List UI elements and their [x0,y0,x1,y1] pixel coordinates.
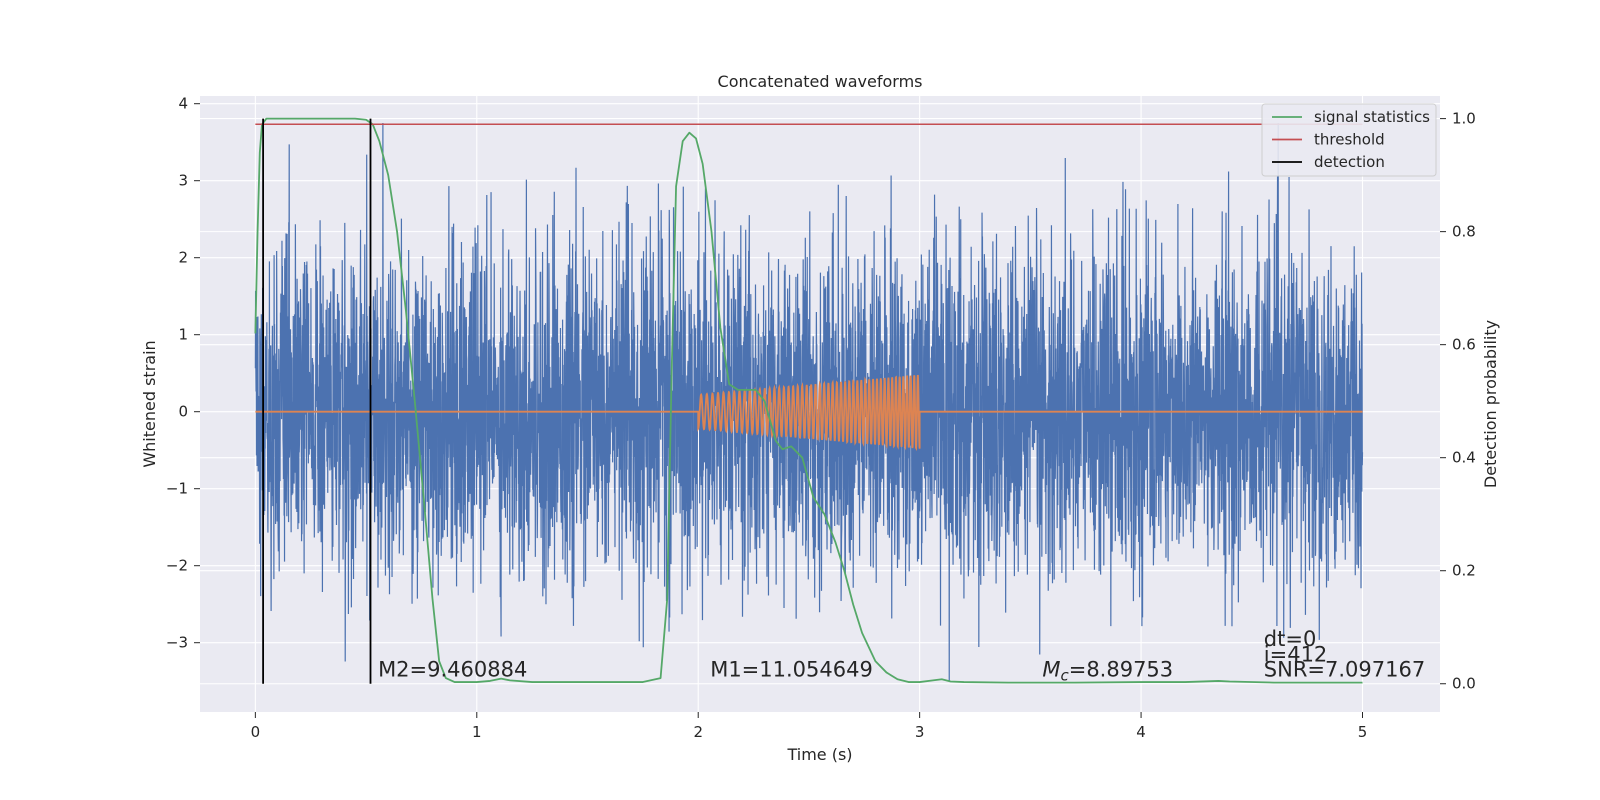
y-tick-label-left-7: 4 [178,95,188,113]
legend-label-1: threshold [1314,131,1385,149]
x-tick-label-3: 3 [915,723,925,741]
legend-box [1261,103,1437,177]
series-waveform [255,374,1363,452]
annotation-2: Mc=8.89753 [1042,658,1173,685]
x-axis-label: Time (s) [786,745,852,764]
annotation-4: i=412 [1264,642,1328,666]
y-tick-label-left-3: 0 [178,403,188,421]
legend-label-2: detection [1314,153,1385,171]
y-tick-label-right-4: 0.8 [1452,223,1476,241]
y-tick-label-right-0: 0.0 [1452,675,1476,693]
y-tick-label-left-5: 2 [178,249,188,267]
x-tick-label-1: 1 [472,723,482,741]
y-tick-label-left-2: −1 [166,480,188,498]
legend: signal statistics threshold detection [1261,103,1437,177]
y-tick-label-left-6: 3 [178,172,188,190]
annotation-5: SNR=7.097167 [1264,658,1425,682]
y-tick-label-right-2: 0.4 [1452,449,1476,467]
axes: 0 1 2 3 4 5 −3 −2 −1 0 1 2 3 4 0.0 0.2 0.4 0.6 0.8 1.0 [166,95,1476,741]
y-tick-label-right-3: 0.6 [1452,336,1476,354]
chart-title: Concatenated waveforms [718,72,923,91]
x-tick-label-0: 0 [251,723,261,741]
annotation-3: dt=0 [1264,627,1317,651]
y-tick-label-right-5: 1.0 [1452,110,1476,128]
data-layer [254,117,1364,684]
series-signal-statistics [254,117,1363,684]
x-tick-label-2: 2 [693,723,703,741]
y-axis-label-left: Whitened strain [140,340,159,467]
x-tick-label-5: 5 [1358,723,1368,741]
y-axis-label-right: Detection probability [1481,320,1500,488]
y-tick-label-right-1: 0.2 [1452,562,1476,580]
y-tick-label-left-1: −2 [166,557,188,575]
x-tick-label-4: 4 [1136,723,1146,741]
annotations: M2=9.460884 M1=11.054649 Mc=8.89753 dt=0i=4… [378,627,1425,685]
series-strain [254,122,1364,682]
annotation-1: M1=11.054649 [710,658,873,682]
y-tick-label-left-0: −3 [166,634,188,652]
y-tick-label-left-4: 1 [178,326,188,344]
legend-label-0: signal statistics [1314,108,1430,126]
annotation-0: M2=9.460884 [378,658,527,682]
